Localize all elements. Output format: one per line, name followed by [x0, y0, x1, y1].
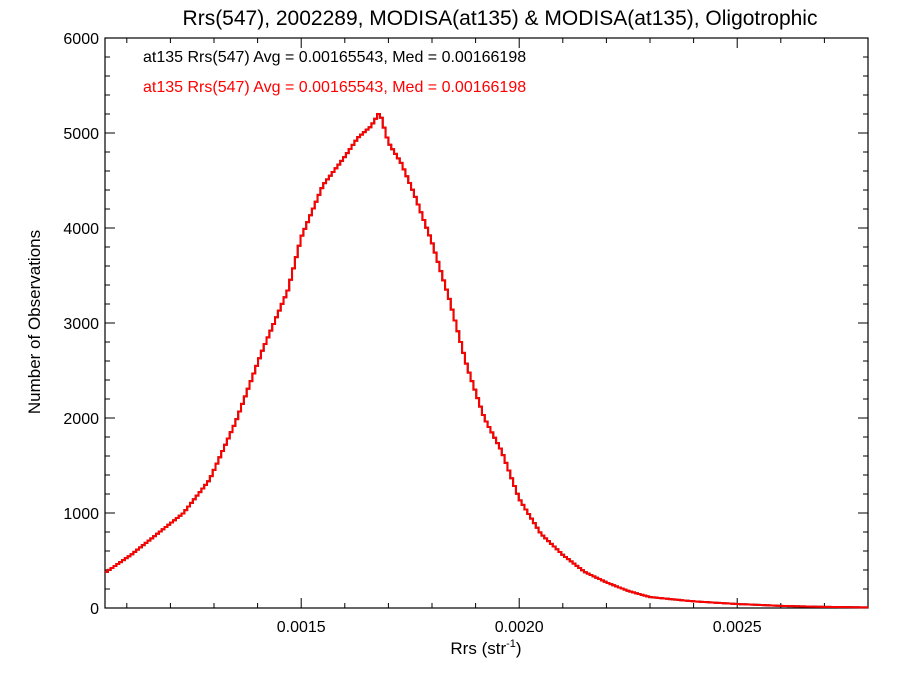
x-tick-labels: 0.0015 0.0020 0.0025 — [277, 619, 762, 636]
x-axis-label-main: Rrs (str — [450, 639, 506, 658]
plot-frame — [104, 37, 869, 609]
x-tick-label: 0.0025 — [713, 619, 762, 636]
x-axis-label: Rrs (str-1) — [450, 638, 521, 658]
series-red-line — [105, 113, 869, 609]
x-axis-label-sup: -1 — [506, 638, 516, 650]
legend-entry-black: at135 Rrs(547) Avg = 0.00165543, Med = 0… — [143, 49, 526, 66]
y-tick-label: 0 — [90, 601, 99, 618]
chart-title: Rrs(547), 2002289, MODISA(at135) & MODIS… — [183, 7, 818, 30]
y-tick-label: 2000 — [63, 411, 99, 428]
y-tick-label: 3000 — [63, 316, 99, 333]
x-tick-label: 0.0015 — [277, 619, 326, 636]
legend-entry-red: at135 Rrs(547) Avg = 0.00165543, Med = 0… — [143, 79, 526, 96]
x-axis-label-close: ) — [516, 639, 522, 658]
y-axis-label: Number of Observations — [25, 230, 44, 414]
series-group — [105, 113, 869, 609]
y-tick-label: 5000 — [63, 126, 99, 143]
axis-ticks — [105, 37, 869, 609]
series-black-line — [105, 113, 869, 609]
y-tick-label: 1000 — [63, 506, 99, 523]
y-tick-labels: 0 1000 2000 3000 4000 5000 6000 — [63, 31, 99, 618]
y-tick-label: 6000 — [63, 31, 99, 48]
y-tick-label: 4000 — [63, 221, 99, 238]
x-tick-label: 0.0020 — [495, 619, 544, 636]
